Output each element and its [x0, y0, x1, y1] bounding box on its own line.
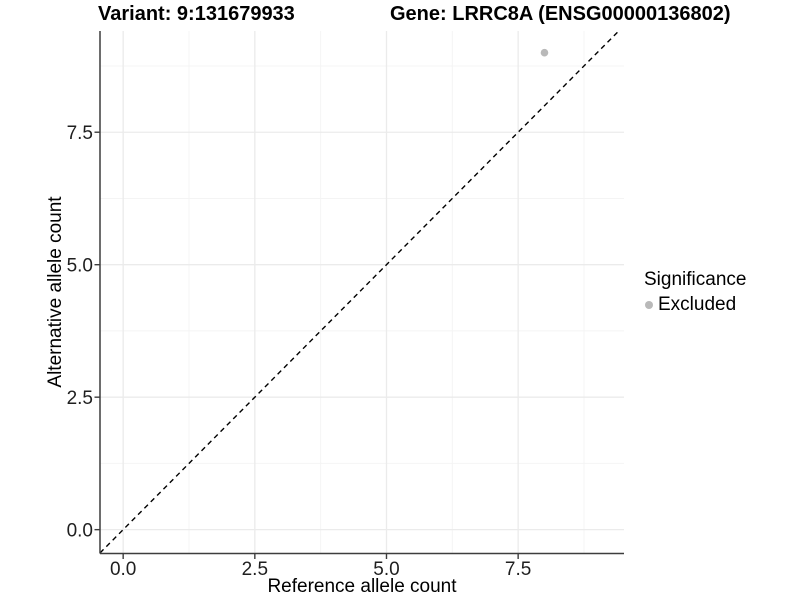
tick-labels: 0.0 2.5 5.0 7.5 0.0 2.5 5.0 7.5	[67, 123, 532, 580]
legend-item-label: Excluded	[658, 294, 737, 315]
minor-gridlines	[100, 31, 624, 554]
variant-title: Variant: 9:131679933	[98, 3, 295, 25]
x-tick-label: 7.5	[505, 559, 531, 580]
legend-key	[644, 300, 654, 310]
identity-dashed-line	[99, 30, 620, 554]
major-gridlines	[100, 31, 624, 554]
legend-title: Significance	[644, 269, 747, 290]
legend-item-excluded: Excluded	[644, 294, 746, 316]
axis-ticks	[94, 131, 519, 559]
data-point	[540, 48, 549, 57]
gene-title: Gene: LRRC8A (ENSG00000136802)	[390, 3, 731, 25]
legend: Significance Excluded	[644, 269, 746, 316]
x-tick-label: 0.0	[110, 559, 136, 580]
y-tick-label: 7.5	[67, 123, 93, 144]
excluded-dot-icon	[645, 301, 653, 309]
data-points	[540, 48, 549, 57]
y-tick-label: 5.0	[67, 256, 93, 277]
x-axis-title: Reference allele count	[267, 576, 457, 597]
x-tick-label: 5.0	[373, 559, 399, 580]
y-tick-label: 0.0	[67, 521, 93, 542]
y-tick-label: 2.5	[67, 388, 93, 409]
x-tick-label: 2.5	[242, 559, 268, 580]
y-axis-title: Alternative allele count	[45, 196, 66, 388]
